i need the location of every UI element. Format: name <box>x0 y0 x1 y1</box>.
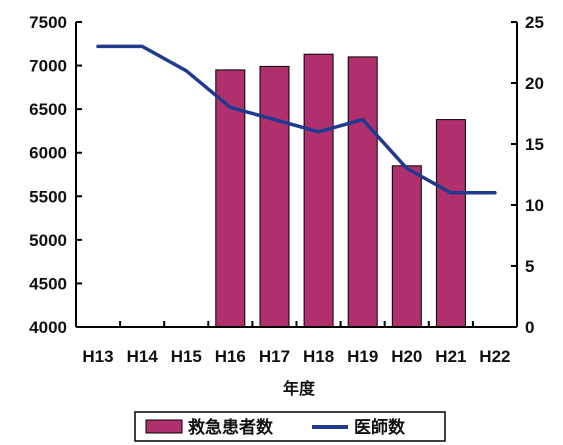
x-tick-label-H16: H16 <box>215 347 246 366</box>
left-tick-label: 5000 <box>29 231 67 250</box>
line-point-H13 <box>96 44 100 48</box>
right-tick-label: 20 <box>525 74 544 93</box>
line-point-H18 <box>317 130 321 134</box>
line-point-H17 <box>273 118 276 122</box>
x-axis-title: 年度 <box>283 379 316 398</box>
legend: 救急患者数 医師数 <box>134 411 446 442</box>
line-point-H20 <box>405 166 409 170</box>
x-tick-label-H15: H15 <box>171 347 202 366</box>
left-tick-label: 4000 <box>29 318 67 337</box>
bar-H16 <box>215 69 246 328</box>
line-series <box>96 44 497 195</box>
right-tick-label: 0 <box>525 318 534 337</box>
x-tick-label-H18: H18 <box>303 347 334 366</box>
right-tick-label: 5 <box>525 257 534 276</box>
x-tick-label-H13: H13 <box>82 347 113 366</box>
bar-H20 <box>391 165 422 328</box>
x-tick-label-H17: H17 <box>259 347 290 366</box>
right-tick-label: 25 <box>525 13 544 32</box>
x-tick-label-H19: H19 <box>347 347 378 366</box>
legend-bar-swatch <box>145 419 183 434</box>
line-point-H16 <box>228 105 232 109</box>
line-point-H15 <box>184 69 188 73</box>
left-tick-label: 4500 <box>29 274 67 293</box>
bar-H19 <box>347 56 378 328</box>
bar-H18 <box>303 53 334 328</box>
left-tick-label: 6500 <box>29 100 67 119</box>
plot-area <box>96 44 497 328</box>
left-tick-label: 5500 <box>29 187 67 206</box>
right-tick-label: 15 <box>525 135 544 154</box>
x-tick-label-H21: H21 <box>435 347 466 366</box>
left-tick-label: 7500 <box>29 13 67 32</box>
axes <box>75 21 518 328</box>
right-tick-label: 10 <box>525 196 544 215</box>
line-point-H22 <box>493 191 497 195</box>
line-point-H21 <box>449 191 453 195</box>
line-point-H14 <box>140 44 144 48</box>
left-tick-label: 6000 <box>29 144 67 163</box>
x-tick-label-H22: H22 <box>479 347 510 366</box>
line-point-H19 <box>361 118 365 122</box>
tick-labels: 4000 4500 5000 5500 6000 6500 7000 7500 0 5 10 15 20… <box>29 13 544 366</box>
bar-H17 <box>259 65 290 328</box>
legend-bar-label: 救急患者数 <box>188 417 274 438</box>
x-tick-label-H14: H14 <box>127 347 159 366</box>
legend-box <box>134 411 446 442</box>
bar-H21 <box>435 119 466 328</box>
left-tick-label: 7000 <box>29 57 67 76</box>
legend-line-label: 医師数 <box>354 417 406 438</box>
x-tick-label-H20: H20 <box>391 347 422 366</box>
